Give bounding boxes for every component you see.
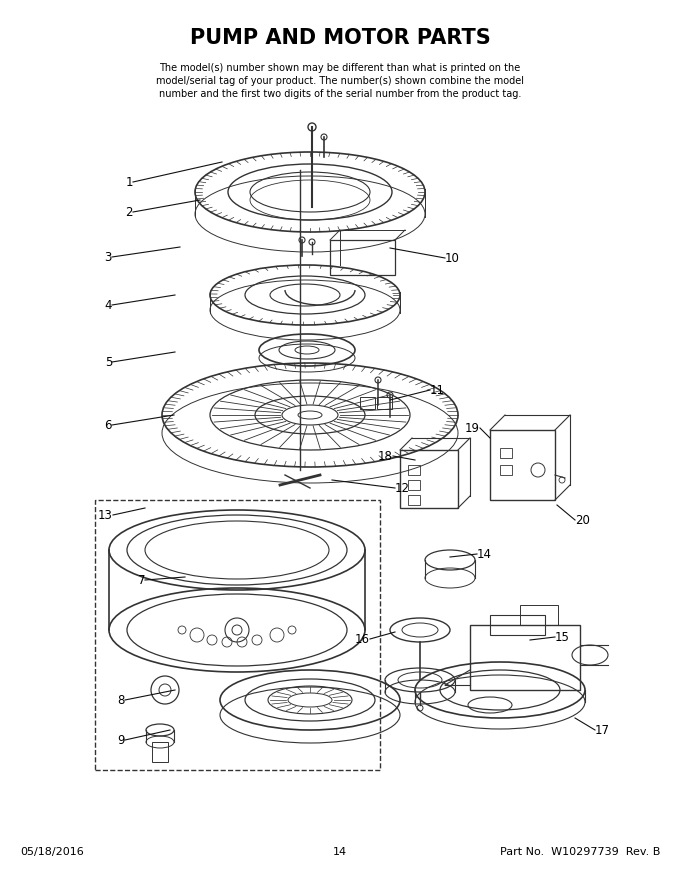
Text: 20: 20 bbox=[575, 514, 590, 526]
Text: 5: 5 bbox=[105, 356, 112, 369]
Bar bbox=[408, 480, 420, 490]
Text: 2: 2 bbox=[126, 206, 133, 218]
Text: 3: 3 bbox=[105, 251, 112, 263]
Bar bbox=[408, 465, 420, 475]
Text: 1: 1 bbox=[126, 175, 133, 188]
Bar bbox=[490, 430, 555, 500]
Bar bbox=[330, 240, 395, 275]
Bar bbox=[520, 605, 558, 625]
Text: 18: 18 bbox=[378, 450, 393, 463]
Bar bbox=[377, 397, 392, 409]
Bar bbox=[360, 397, 375, 409]
Text: 11: 11 bbox=[430, 384, 445, 397]
Text: Part No.  W10297739  Rev. B: Part No. W10297739 Rev. B bbox=[500, 847, 660, 857]
Bar bbox=[400, 450, 458, 508]
Text: number and the first two digits of the serial number from the product tag.: number and the first two digits of the s… bbox=[159, 89, 521, 99]
Text: 12: 12 bbox=[395, 481, 410, 495]
Text: 16: 16 bbox=[355, 633, 370, 646]
Text: 19: 19 bbox=[465, 422, 480, 435]
Text: model/serial tag of your product. The number(s) shown combine the model: model/serial tag of your product. The nu… bbox=[156, 76, 524, 86]
Text: 10: 10 bbox=[445, 252, 460, 265]
Text: 13: 13 bbox=[98, 509, 113, 522]
Bar bbox=[408, 495, 420, 505]
Bar bbox=[500, 465, 512, 475]
Text: 8: 8 bbox=[118, 693, 125, 707]
Bar bbox=[500, 448, 512, 458]
Text: 17: 17 bbox=[595, 723, 610, 737]
Text: 05/18/2016: 05/18/2016 bbox=[20, 847, 84, 857]
Bar bbox=[152, 742, 168, 762]
Bar bbox=[95, 500, 380, 770]
Text: The model(s) number shown may be different than what is printed on the: The model(s) number shown may be differe… bbox=[159, 63, 521, 73]
Bar bbox=[470, 625, 580, 690]
Text: PUMP AND MOTOR PARTS: PUMP AND MOTOR PARTS bbox=[190, 28, 490, 48]
Text: 6: 6 bbox=[105, 419, 112, 431]
Text: 14: 14 bbox=[477, 547, 492, 561]
Text: 9: 9 bbox=[118, 734, 125, 746]
Text: 15: 15 bbox=[555, 630, 570, 643]
Text: 7: 7 bbox=[137, 574, 145, 586]
Bar bbox=[490, 615, 545, 635]
Text: 4: 4 bbox=[105, 298, 112, 312]
Text: 14: 14 bbox=[333, 847, 347, 857]
